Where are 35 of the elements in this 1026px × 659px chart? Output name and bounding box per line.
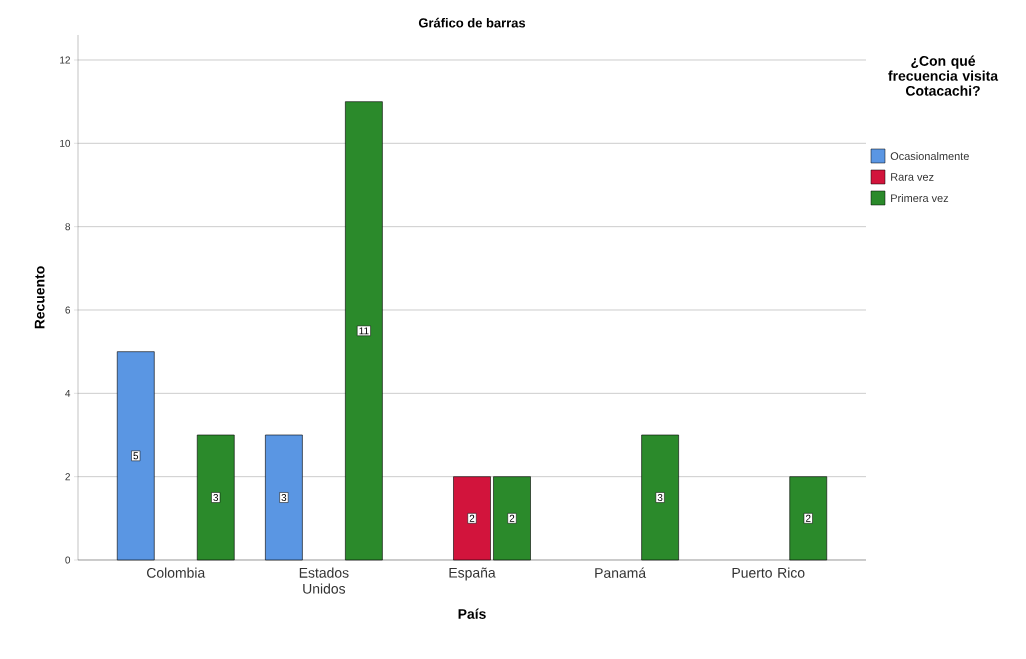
data-label: 3: [213, 493, 219, 502]
bar: [196, 434, 235, 561]
data-label: 11: [359, 327, 369, 335]
data-label: 2: [509, 514, 515, 522]
data-label: 3: [657, 493, 663, 502]
bar: [345, 101, 383, 561]
y-tick-label: 8: [65, 223, 71, 231]
data-label: 2: [469, 514, 475, 522]
chart-title: Gráfico de barras: [418, 17, 526, 28]
x-tick-label: Puerto Rico: [732, 567, 805, 578]
bar: [493, 476, 531, 561]
y-tick-label: 12: [60, 56, 70, 64]
legend-title: ¿Con qué frecuencia visita Cotacachi?: [888, 55, 999, 96]
legend-label: Ocasionalmente: [890, 151, 969, 161]
legend-label: Rara vez: [891, 173, 934, 181]
data-label: 3: [281, 493, 287, 502]
y-tick-label: 6: [65, 306, 71, 314]
y-tick-label: 0: [65, 556, 71, 564]
x-axis-title: País: [458, 608, 486, 619]
bar: [641, 434, 679, 561]
bar: [453, 476, 491, 561]
data-label: 2: [805, 514, 811, 522]
bar: [265, 434, 303, 561]
y-axis-title: Recuento: [34, 266, 45, 329]
bar: [789, 476, 828, 561]
legend-label: Primera vez: [891, 193, 949, 203]
y-tick-label: 10: [60, 139, 71, 147]
y-tick-label: 2: [65, 473, 70, 481]
x-tick-label: Estados Unidos: [299, 567, 349, 594]
data-label: 5: [133, 452, 139, 460]
x-tick-label: Colombia: [147, 567, 206, 578]
y-tick-label: 4: [65, 389, 71, 397]
bar: [116, 351, 155, 561]
x-tick-label: España: [449, 567, 496, 581]
x-tick-label: Panamá: [595, 567, 647, 578]
